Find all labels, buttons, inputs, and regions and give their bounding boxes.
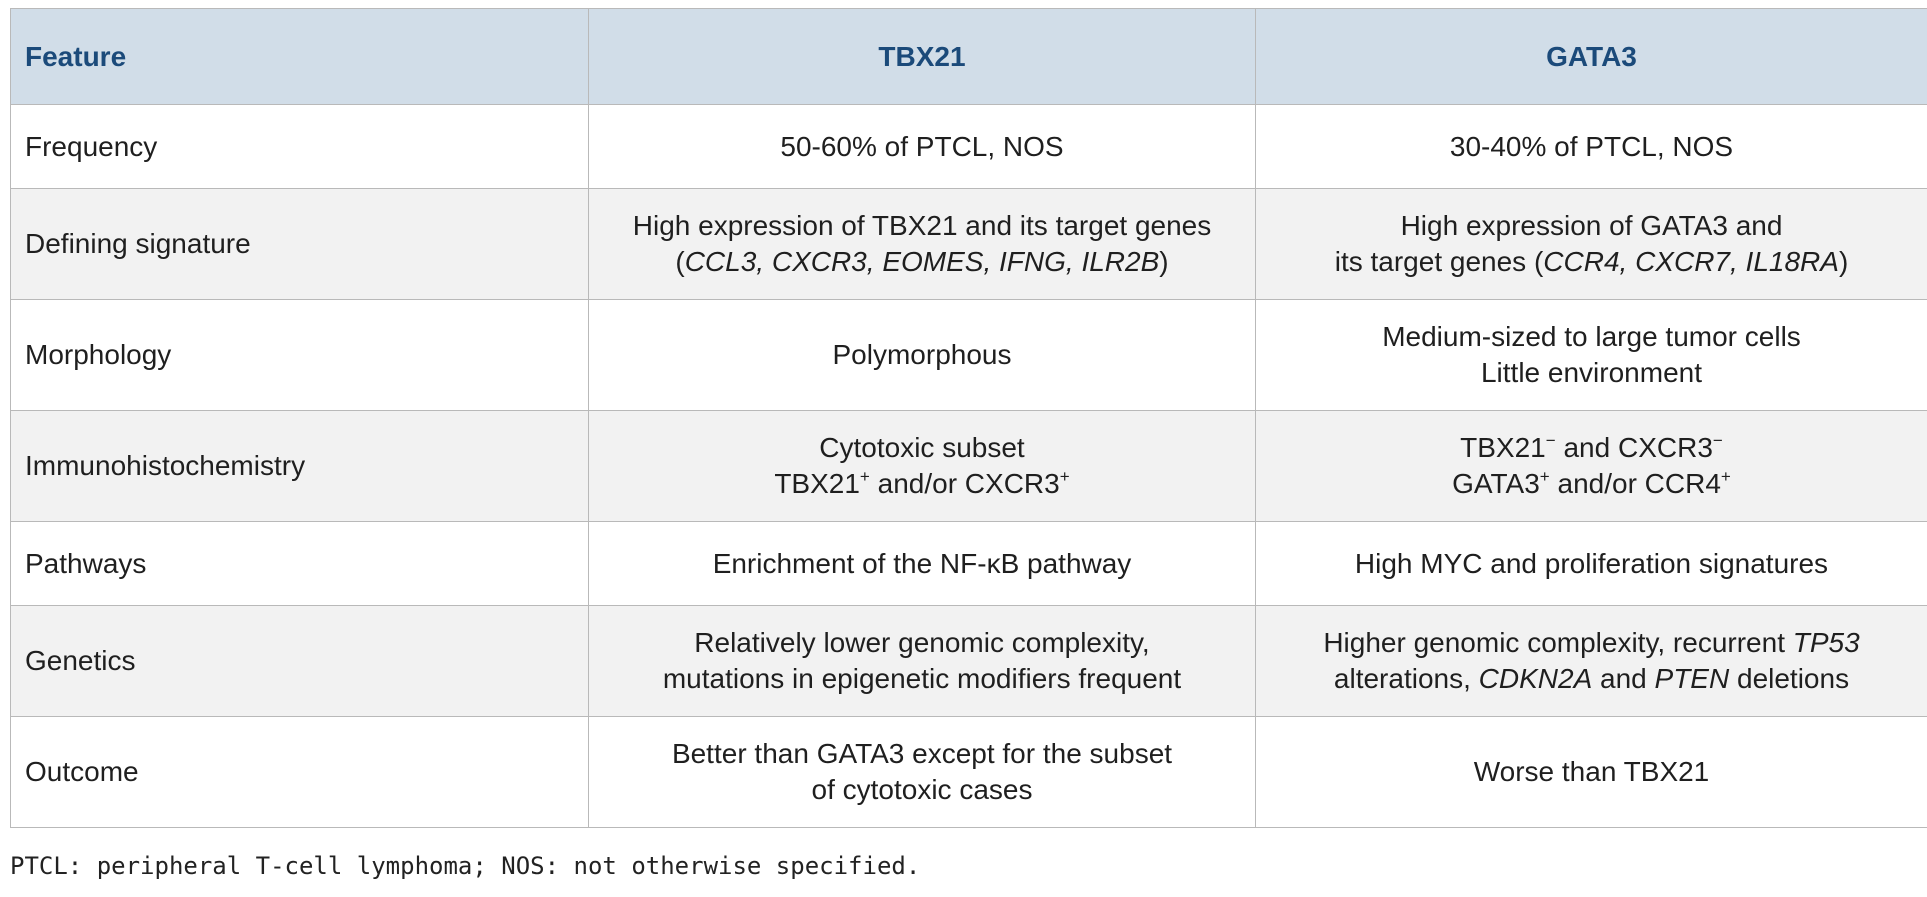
table-row: Outcome Better than GATA3 except for the…: [10, 716, 1927, 828]
marker: GATA3: [1452, 468, 1540, 499]
table-row: Immunohistochemistry Cytotoxic subset TB…: [10, 410, 1927, 522]
cell-text: Relatively lower genomic complexity,: [694, 627, 1150, 658]
tbx21-cell: Enrichment of the NF-κB pathway: [588, 521, 1256, 606]
cell-text: mutations in epigenetic modifiers freque…: [662, 663, 1182, 694]
tbx21-cell: Relatively lower genomic complexity, mut…: [588, 605, 1256, 717]
gene-name: PTEN: [1654, 663, 1730, 694]
tbx21-cell: 50-60% of PTCL, NOS: [588, 104, 1256, 189]
gene-list: CCR4, CXCR7, IL18RA: [1543, 246, 1839, 277]
gene-name: TP53: [1792, 627, 1860, 658]
cell-text: Better than GATA3 except for the subset: [671, 738, 1173, 769]
gata3-cell: Medium-sized to large tumor cells Little…: [1255, 299, 1927, 411]
table-row: Morphology Polymorphous Medium-sized to …: [10, 299, 1927, 411]
paren-close: ): [1838, 246, 1849, 277]
gata3-cell: Higher genomic complexity, recurrent TP5…: [1255, 605, 1927, 717]
header-gata3: GATA3: [1255, 8, 1927, 105]
cell-text: Worse than TBX21: [1473, 756, 1710, 787]
tbx21-cell: Polymorphous: [588, 299, 1256, 411]
paren-close: ): [1159, 246, 1169, 277]
cell-text-line: TBX21− and CXCR3−: [1270, 430, 1913, 466]
header-feature: Feature: [10, 8, 589, 105]
marker-sign: +: [859, 466, 870, 486]
gata3-cell: High MYC and proliferation signatures: [1255, 521, 1927, 606]
marker: and/or CXCR3: [869, 468, 1060, 499]
comparison-table: Feature TBX21 GATA3 Frequency 50-60% of …: [10, 8, 1927, 828]
cell-text: Polymorphous: [832, 339, 1012, 370]
cell-text: High expression of TBX21 and its target …: [632, 210, 1212, 241]
gata3-cell: High expression of GATA3 and its target …: [1255, 188, 1927, 300]
feature-cell: Morphology: [10, 299, 589, 411]
cell-text: Medium-sized to large tumor cells: [1382, 321, 1801, 352]
header-tbx21: TBX21: [588, 8, 1256, 105]
cell-text-line: (CCL3, CXCR3, EOMES, IFNG, ILR2B): [603, 244, 1241, 280]
text-segment: and: [1592, 663, 1655, 694]
tbx21-cell: High expression of TBX21 and its target …: [588, 188, 1256, 300]
marker: TBX21: [774, 468, 860, 499]
marker-sign: +: [1539, 466, 1550, 486]
cell-text-line: alterations, CDKN2A and PTEN deletions: [1270, 661, 1913, 697]
text-segment: its target genes (: [1334, 246, 1544, 277]
feature-cell: Pathways: [10, 521, 589, 606]
cell-text: Little environment: [1480, 357, 1702, 388]
cell-text: High MYC and proliferation signatures: [1354, 547, 1829, 579]
gene-list: CCL3, CXCR3, EOMES, IFNG, ILR2B: [684, 246, 1160, 277]
table-row: Defining signature High expression of TB…: [10, 188, 1927, 300]
tbx21-cell: Cytotoxic subset TBX21+ and/or CXCR3+: [588, 410, 1256, 522]
feature-cell: Frequency: [10, 104, 589, 189]
cell-text-line: its target genes (CCR4, CXCR7, IL18RA): [1270, 244, 1913, 280]
cell-text: 50-60% of PTCL, NOS: [780, 130, 1064, 162]
table-row: Pathways Enrichment of the NF-κB pathway…: [10, 521, 1927, 606]
cell-text: of cytotoxic cases: [811, 774, 1033, 805]
cell-text-line: TBX21+ and/or CXCR3+: [603, 466, 1241, 502]
cell-text-line: Higher genomic complexity, recurrent TP5…: [1270, 625, 1913, 661]
marker-sign: +: [1720, 466, 1731, 486]
marker: and/or CCR4: [1549, 468, 1721, 499]
table-row: Genetics Relatively lower genomic comple…: [10, 605, 1927, 717]
marker-sign: −: [1545, 430, 1556, 450]
marker-sign: +: [1059, 466, 1070, 486]
feature-cell: Outcome: [10, 716, 589, 828]
cell-text: Cytotoxic subset: [819, 432, 1025, 463]
gata3-cell: TBX21− and CXCR3− GATA3+ and/or CCR4+: [1255, 410, 1927, 522]
cell-text: Enrichment of the NF-κB pathway: [712, 547, 1132, 579]
cell-text: 30-40% of PTCL, NOS: [1449, 130, 1734, 162]
cell-text: High expression of GATA3 and: [1400, 210, 1783, 241]
table-row: Frequency 50-60% of PTCL, NOS 30-40% of …: [10, 104, 1927, 189]
feature-cell: Defining signature: [10, 188, 589, 300]
paren-open: (: [675, 246, 685, 277]
cell-text-line: GATA3+ and/or CCR4+: [1270, 466, 1913, 502]
tbx21-cell: Better than GATA3 except for the subset …: [588, 716, 1256, 828]
feature-cell: Genetics: [10, 605, 589, 717]
marker-sign: −: [1712, 430, 1723, 450]
gene-name: CDKN2A: [1478, 663, 1593, 694]
text-segment: Higher genomic complexity, recurrent: [1323, 627, 1793, 658]
gata3-cell: 30-40% of PTCL, NOS: [1255, 104, 1927, 189]
feature-cell: Immunohistochemistry: [10, 410, 589, 522]
text-segment: alterations,: [1333, 663, 1479, 694]
marker: TBX21: [1460, 432, 1546, 463]
table-header-row: Feature TBX21 GATA3: [10, 8, 1927, 105]
gata3-cell: Worse than TBX21: [1255, 716, 1927, 828]
footnote: PTCL: peripheral T-cell lymphoma; NOS: n…: [10, 852, 921, 880]
text-segment: deletions: [1729, 663, 1850, 694]
marker: and CXCR3: [1555, 432, 1713, 463]
